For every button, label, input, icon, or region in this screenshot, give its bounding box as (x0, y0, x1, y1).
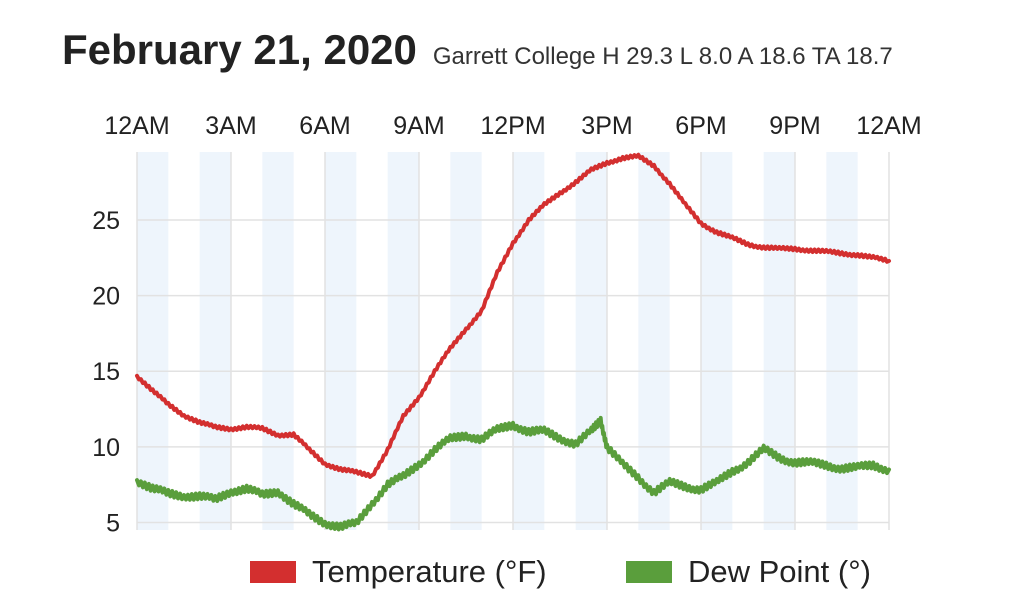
hour-band (513, 152, 545, 530)
hour-band (763, 152, 795, 530)
x-tick-label: 3PM (581, 112, 632, 140)
y-tick-label: 15 (92, 358, 120, 386)
hour-band (137, 152, 169, 530)
dew-point-line (135, 415, 891, 532)
legend-item-dew-point[interactable]: Dew Point (°) (626, 552, 871, 592)
x-tick-label: 9AM (393, 112, 444, 140)
y-tick-label: 25 (92, 207, 120, 235)
x-tick-label: 12PM (480, 112, 545, 140)
series-lines (135, 152, 891, 532)
temperature-swatch (250, 561, 296, 583)
hour-band (575, 152, 607, 530)
y-axis-tick-labels: 5 10 15 20 25 (92, 207, 120, 537)
chart-title: February 21, 2020 (62, 26, 417, 73)
x-tick-label: 3AM (205, 112, 256, 140)
y-tick-label: 10 (92, 434, 120, 462)
hour-band (638, 152, 670, 530)
x-tick-label: 12AM (856, 112, 921, 140)
y-tick-label: 5 (106, 509, 120, 537)
temperature-line (135, 152, 891, 479)
legend-label-temperature: Temperature (°F) (312, 554, 547, 589)
x-tick-label: 9PM (769, 112, 820, 140)
y-tick-label: 20 (92, 283, 120, 311)
x-tick-label: 12AM (104, 112, 169, 140)
legend-label-dew-point: Dew Point (°) (688, 554, 871, 589)
title-row: February 21, 2020 Garrett College H 29.3… (62, 26, 893, 82)
legend-item-temperature[interactable]: Temperature (°F) (250, 552, 547, 592)
hour-band (325, 152, 357, 530)
hour-band (826, 152, 858, 530)
x-tick-label: 6AM (299, 112, 350, 140)
alternating-hour-bands (137, 152, 858, 530)
dew-point-swatch (626, 561, 672, 583)
chart-subtitle: Garrett College H 29.3 L 8.0 A 18.6 TA 1… (432, 43, 893, 70)
x-axis-tick-labels: 12AM 3AM 6AM 9AM 12PM 3PM 6PM 9PM 12AM (104, 112, 921, 140)
hour-band (701, 152, 733, 530)
hour-band (262, 152, 294, 530)
hour-band (199, 152, 231, 530)
x-tick-label: 6PM (675, 112, 726, 140)
